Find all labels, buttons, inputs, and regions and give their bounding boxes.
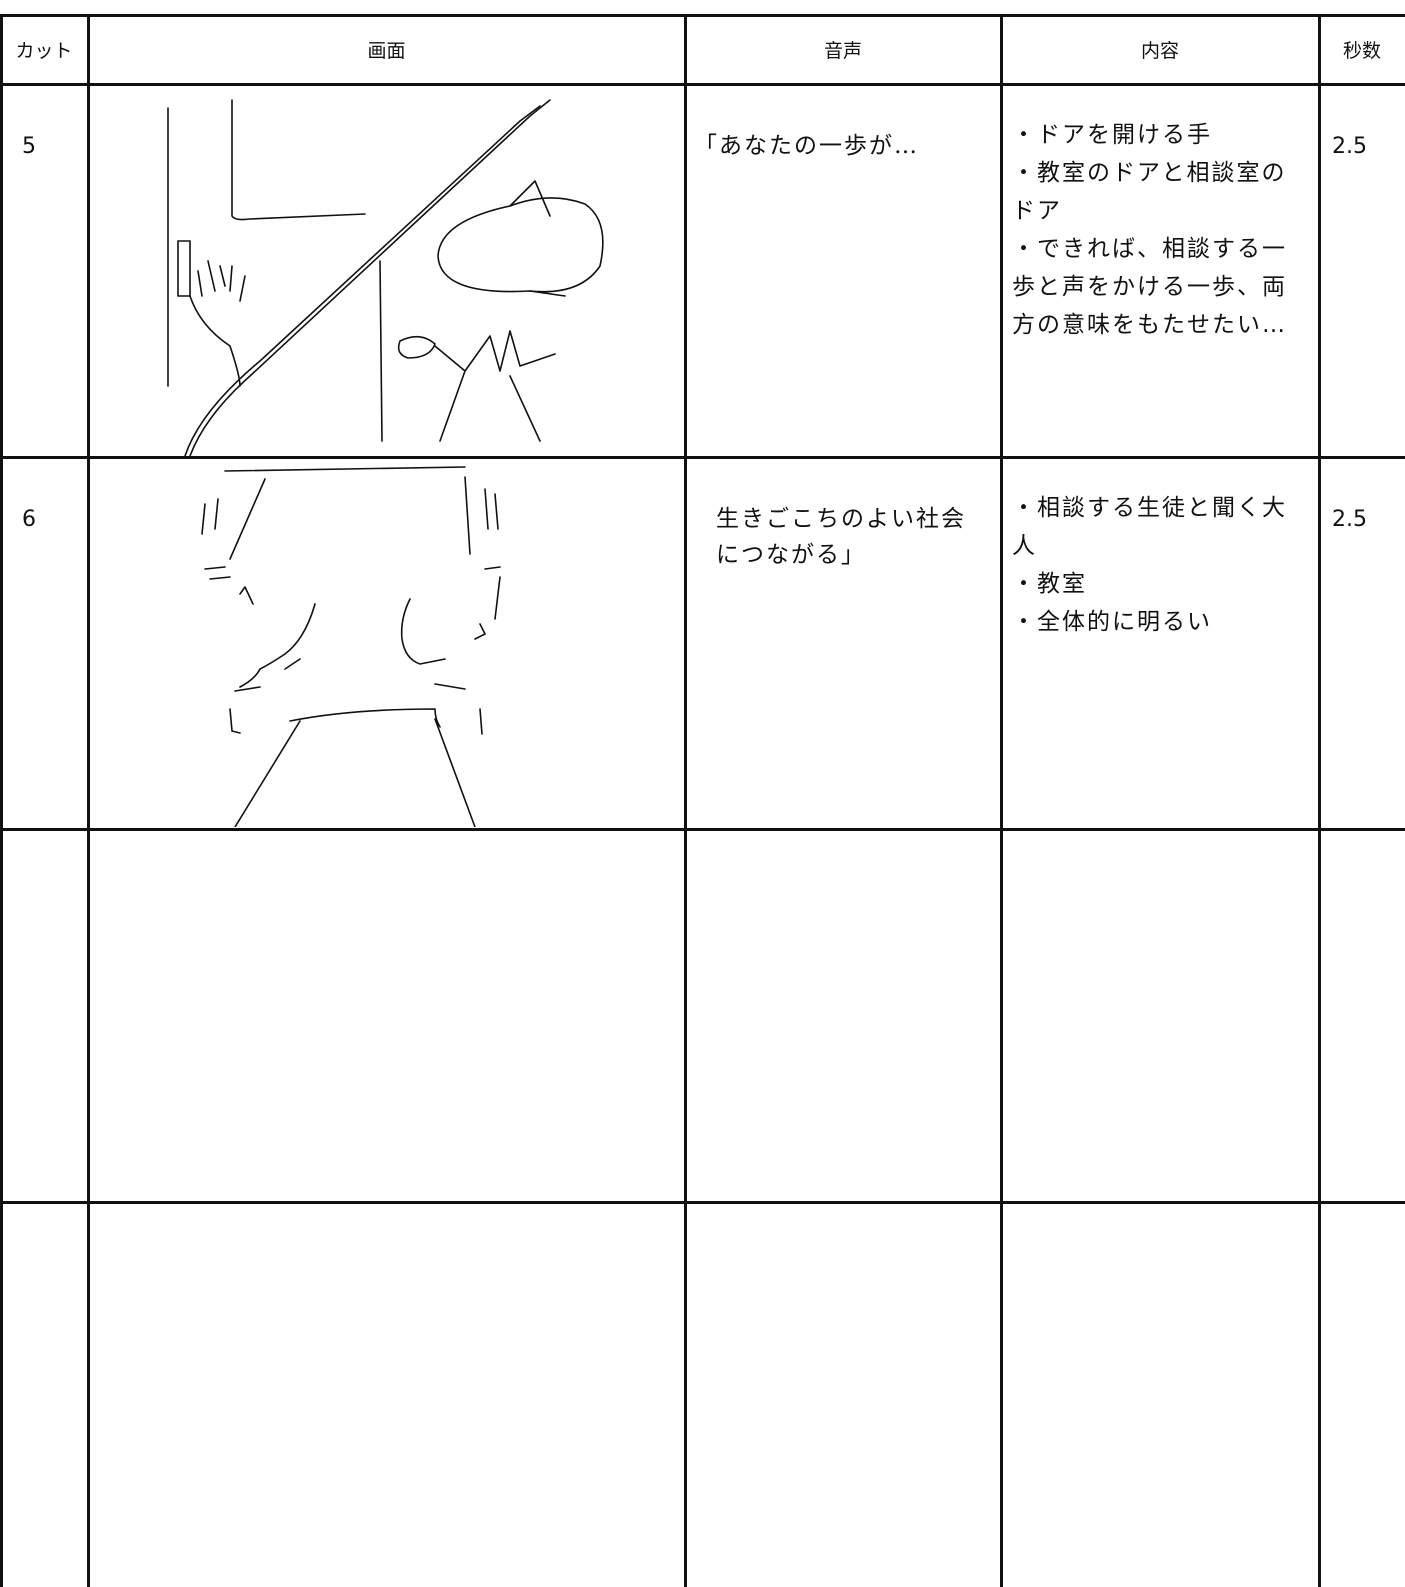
rule (87, 14, 90, 1587)
column-header: 画面 (367, 39, 406, 62)
content-item: ・ドアを開ける手 (1012, 122, 1212, 148)
sketch-5 (167, 99, 604, 456)
column-header: カット (15, 39, 73, 62)
column-header: 秒数 (1342, 39, 1381, 62)
voice-text: 「あなたの一歩が… (694, 133, 919, 159)
content-item: ・相談する生徒と聞く大人 (1012, 495, 1287, 559)
sketch-6 (201, 466, 501, 827)
content-item: ・全体的に明るい (1012, 609, 1212, 635)
rule (684, 14, 687, 1587)
content-item: ・できれば、相談する一歩と声をかける一歩、両方の意味をもたせたい… (1012, 236, 1287, 338)
seconds: 2.5 (1332, 507, 1367, 532)
rule (0, 1201, 1405, 1204)
rule (1000, 14, 1003, 1587)
cut-number: 5 (22, 134, 36, 159)
seconds: 2.5 (1332, 134, 1367, 159)
column-header: 内容 (1140, 39, 1179, 62)
column-header: 音声 (823, 39, 862, 62)
cut-number: 6 (22, 507, 36, 532)
rule (0, 83, 1405, 86)
voice-text: 生きごこちのよい社会につながる」 (716, 506, 966, 568)
rule (0, 14, 3, 1587)
content-item: ・教室 (1012, 571, 1087, 597)
rule (0, 828, 1405, 831)
content-item: ・教室のドアと相談室のドア (1012, 160, 1287, 224)
rule (1318, 14, 1321, 1587)
rule (0, 456, 1405, 459)
rule (0, 14, 1405, 17)
